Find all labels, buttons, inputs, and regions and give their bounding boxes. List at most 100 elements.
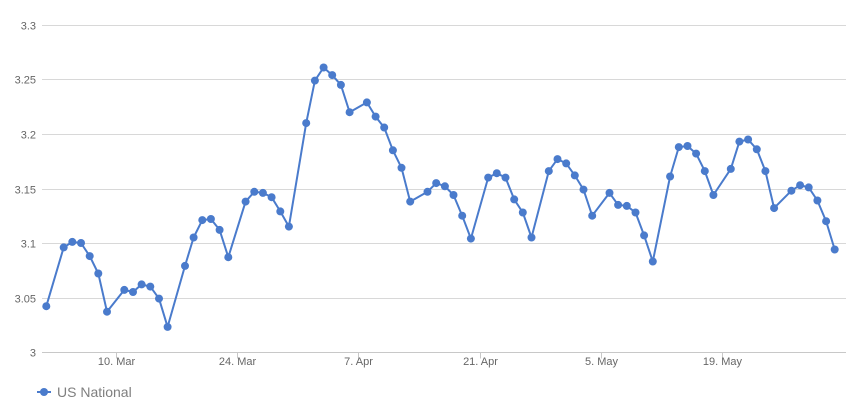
data-point[interactable] xyxy=(614,200,623,209)
data-point[interactable] xyxy=(59,243,68,252)
data-point[interactable] xyxy=(206,215,215,223)
y-tick-label: 3.05 xyxy=(15,294,36,306)
data-point[interactable] xyxy=(215,225,224,234)
data-point[interactable] xyxy=(129,288,137,296)
data-point[interactable] xyxy=(674,143,683,152)
data-point[interactable] xyxy=(752,145,761,154)
data-point[interactable] xyxy=(804,183,813,192)
x-tick-label: 24. Mar xyxy=(219,356,257,368)
legend-marker xyxy=(40,388,48,396)
data-point[interactable] xyxy=(388,146,397,155)
data-point[interactable] xyxy=(241,197,250,206)
data-point[interactable] xyxy=(189,233,198,242)
data-point[interactable] xyxy=(267,193,276,202)
data-point[interactable] xyxy=(726,164,735,173)
data-point[interactable] xyxy=(163,322,172,331)
data-point[interactable] xyxy=(146,282,155,291)
data-point[interactable] xyxy=(666,172,675,181)
y-tick-label: 3.3 xyxy=(21,21,36,33)
data-point[interactable] xyxy=(103,307,111,316)
series-layer xyxy=(42,63,839,331)
data-point[interactable] xyxy=(640,231,649,240)
data-point[interactable] xyxy=(302,119,311,128)
data-point[interactable] xyxy=(458,211,467,220)
data-point[interactable] xyxy=(258,188,267,197)
data-point[interactable] xyxy=(371,112,380,121)
grid-lines xyxy=(42,25,846,299)
data-point[interactable] xyxy=(284,222,293,231)
y-tick-label: 3.15 xyxy=(15,185,36,197)
data-point[interactable] xyxy=(735,137,744,146)
data-point[interactable] xyxy=(77,239,85,247)
data-point[interactable] xyxy=(501,173,510,182)
data-point[interactable] xyxy=(683,142,692,150)
data-point[interactable] xyxy=(449,191,458,199)
x-axis: 10. Mar 24. Mar 7. Apr 21. Apr 5. May 19. May xyxy=(42,352,846,368)
y-tick-label: 3.25 xyxy=(15,75,36,87)
data-point[interactable] xyxy=(761,167,770,176)
data-point[interactable] xyxy=(796,181,805,190)
data-point[interactable] xyxy=(466,234,475,243)
data-point[interactable] xyxy=(440,182,449,191)
data-point[interactable] xyxy=(155,294,163,303)
data-point[interactable] xyxy=(432,179,441,188)
data-point[interactable] xyxy=(336,80,345,89)
data-point[interactable] xyxy=(562,159,571,168)
data-point[interactable] xyxy=(310,76,319,85)
data-point[interactable] xyxy=(813,196,822,205)
x-tick-label: 21. Apr xyxy=(463,356,498,368)
data-point[interactable] xyxy=(700,167,709,176)
data-point[interactable] xyxy=(68,237,77,246)
y-axis-labels: 3 3.05 3.1 3.15 3.2 3.25 3.3 xyxy=(15,21,36,360)
data-point[interactable] xyxy=(622,201,631,210)
data-point[interactable] xyxy=(605,188,614,197)
x-tick-label: 5. May xyxy=(585,356,619,368)
data-point[interactable] xyxy=(744,135,753,144)
data-point[interactable] xyxy=(484,173,493,182)
data-point[interactable] xyxy=(510,195,519,204)
y-tick-label: 3.2 xyxy=(21,130,36,142)
data-point[interactable] xyxy=(588,211,597,220)
data-point[interactable] xyxy=(423,187,432,196)
data-point[interactable] xyxy=(319,63,328,72)
data-point[interactable] xyxy=(380,123,389,132)
data-point[interactable] xyxy=(787,186,796,195)
data-point[interactable] xyxy=(137,280,146,289)
data-point[interactable] xyxy=(570,171,579,180)
data-point[interactable] xyxy=(527,233,536,242)
data-point[interactable] xyxy=(198,216,207,225)
data-point[interactable] xyxy=(397,163,406,172)
data-point[interactable] xyxy=(85,252,94,261)
data-point[interactable] xyxy=(224,253,233,262)
data-point[interactable] xyxy=(631,208,640,217)
data-point[interactable] xyxy=(362,98,371,107)
data-point[interactable] xyxy=(250,187,259,196)
y-tick-label: 3 xyxy=(30,348,36,360)
x-tick-label: 19. May xyxy=(703,356,743,368)
data-point[interactable] xyxy=(94,269,103,278)
legend-label[interactable]: US National xyxy=(57,384,132,400)
data-point[interactable] xyxy=(692,149,701,158)
data-point[interactable] xyxy=(770,204,779,213)
data-point[interactable] xyxy=(648,257,657,266)
data-point[interactable] xyxy=(830,245,839,254)
data-point[interactable] xyxy=(345,108,354,117)
data-point[interactable] xyxy=(579,185,588,194)
x-tick-label: 10. Mar xyxy=(98,356,136,368)
data-point[interactable] xyxy=(553,155,562,164)
y-tick-label: 3.1 xyxy=(21,239,36,251)
legend[interactable]: US National xyxy=(37,384,132,400)
data-point[interactable] xyxy=(518,208,527,217)
data-point[interactable] xyxy=(181,261,189,270)
data-point[interactable] xyxy=(328,71,337,80)
data-point[interactable] xyxy=(406,197,415,206)
data-point[interactable] xyxy=(276,207,285,216)
data-point[interactable] xyxy=(42,302,51,311)
data-point[interactable] xyxy=(822,217,831,226)
data-point[interactable] xyxy=(120,285,129,294)
data-point[interactable] xyxy=(492,169,501,178)
data-point[interactable] xyxy=(544,167,553,176)
data-point[interactable] xyxy=(709,191,718,199)
